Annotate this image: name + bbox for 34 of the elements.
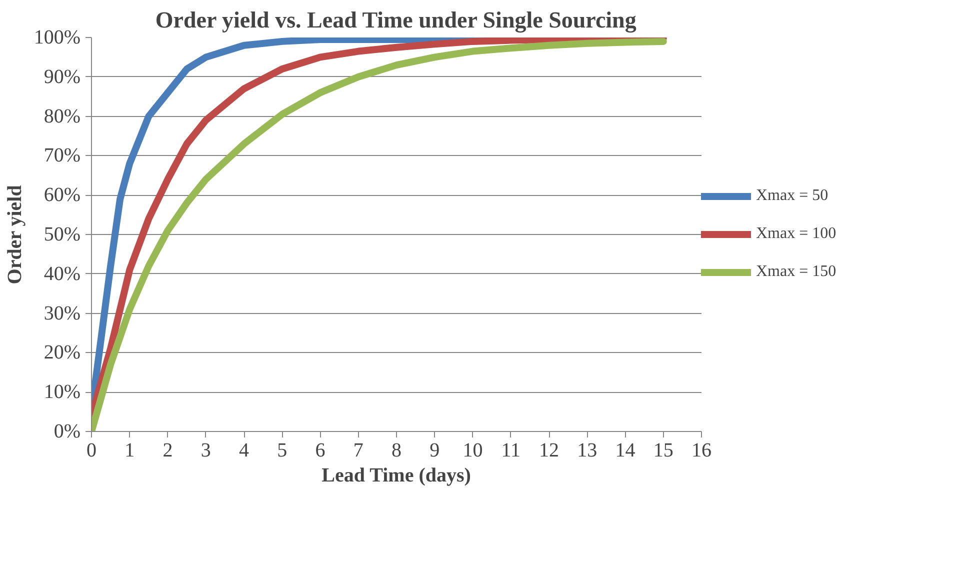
y-tick-label: 10% [44, 381, 81, 404]
y-tick-label: 20% [44, 342, 81, 364]
x-tick-label: 5 [277, 440, 288, 462]
y-axis-title: Order yield [4, 185, 26, 284]
y-tick-label: 40% [44, 262, 81, 285]
y-tick-label: 0% [54, 420, 81, 442]
x-tick-label: 7 [353, 440, 364, 462]
x-tick-label: 12 [539, 440, 559, 462]
y-tick-label: 30% [44, 302, 81, 324]
x-tick-label: 3 [200, 440, 211, 462]
y-tick-label: 60% [44, 184, 81, 206]
legend-label: Xmax = 100 [756, 225, 836, 243]
x-tick-label: 9 [430, 440, 440, 462]
legend-label: Xmax = 50 [756, 187, 828, 205]
x-axis-title: Lead Time (days) [322, 464, 471, 486]
x-tick-label: 10 [462, 440, 483, 462]
y-tick-label: 90% [44, 66, 81, 88]
legend-label: Xmax = 150 [756, 263, 836, 281]
y-tick-label: 50% [44, 224, 81, 246]
x-tick-label: 11 [501, 440, 521, 462]
x-tick-label: 16 [692, 440, 712, 462]
x-tick-label: 2 [162, 440, 173, 462]
x-tick-label: 1 [124, 440, 135, 462]
x-tick-label: 6 [315, 440, 326, 462]
x-tick-label: 8 [392, 440, 402, 462]
chart-title: Order yield vs. Lead Time under Single Sourcing [155, 8, 637, 34]
x-tick-label: 14 [615, 440, 636, 462]
x-tick-label: 4 [239, 440, 249, 462]
y-tick-label: 80% [44, 105, 81, 128]
x-tick-label: 15 [653, 440, 674, 462]
x-tick-label: 13 [577, 440, 598, 462]
y-tick-label: 70% [44, 144, 81, 167]
y-tick-label: 100% [34, 26, 81, 48]
x-tick-label: 0 [86, 440, 96, 462]
